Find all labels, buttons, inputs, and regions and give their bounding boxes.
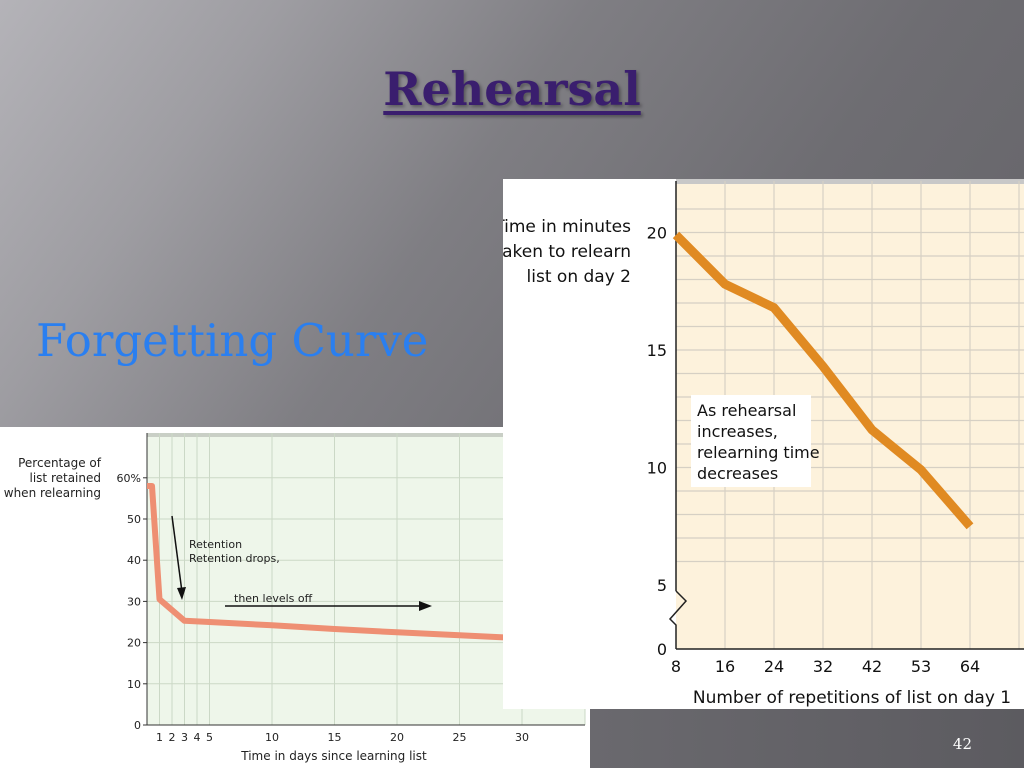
forgetting-curve-chart: 0 10 20 30 40 50 60% 1 2 3 4 5 10 15 20 25 30 Percentag… bbox=[0, 427, 590, 768]
rehearsal-y-tick-label: 10 bbox=[647, 459, 667, 478]
forgetting-ylabel-line-2: list retained bbox=[30, 471, 102, 485]
rehearsal-annotation-line-1: As rehearsal bbox=[697, 401, 796, 420]
rehearsal-x-tick-label: 64 bbox=[960, 657, 980, 676]
forgetting-x-tick-label: 25 bbox=[453, 731, 467, 744]
forgetting-x-tick-label: 2 bbox=[169, 731, 176, 744]
rehearsal-xlabel: Number of repetitions of list on day 1 bbox=[693, 688, 1011, 708]
rehearsal-chart: 0 5 10 15 20 8 16 24 32 42 53 64 Time in minutes t… bbox=[503, 179, 1024, 709]
rehearsal-y-tick-label: 20 bbox=[647, 224, 667, 243]
rehearsal-y-tick-label: 15 bbox=[647, 341, 667, 360]
rehearsal-annotation-line-4: decreases bbox=[697, 464, 778, 483]
rehearsal-x-tick-label: 53 bbox=[911, 657, 931, 676]
forgetting-annotation-drops-1: Retention bbox=[189, 538, 242, 551]
rehearsal-series-line bbox=[672, 231, 974, 530]
rehearsal-axis-break bbox=[668, 590, 688, 649]
rehearsal-x-ticks: 8 16 24 32 42 53 64 bbox=[671, 657, 980, 676]
forgetting-y-tick-label: 10 bbox=[127, 678, 141, 691]
rehearsal-ylabel-line-1: Time in minutes bbox=[503, 217, 631, 237]
forgetting-annotation-drops-2: Retention drops, bbox=[189, 552, 280, 565]
forgetting-y-tick-label: 20 bbox=[127, 637, 141, 650]
slide-subtitle: Forgetting Curve bbox=[36, 314, 429, 367]
forgetting-x-ticks: 1 2 3 4 5 10 15 20 25 30 bbox=[156, 731, 529, 744]
forgetting-annotation-drops-arrow bbox=[171, 515, 183, 593]
rehearsal-svg: 0 5 10 15 20 8 16 24 32 42 53 64 Time in minutes t… bbox=[503, 179, 1024, 708]
forgetting-x-tick-label: 3 bbox=[181, 731, 188, 744]
forgetting-ylabel-line-3: when relearning bbox=[4, 486, 101, 500]
forgetting-annotation-levels: then levels off bbox=[234, 592, 313, 605]
rehearsal-y-tick-label: 0 bbox=[657, 640, 667, 659]
rehearsal-ylabel-line-2: taken to relearn bbox=[503, 242, 631, 262]
forgetting-plot-top-border bbox=[147, 433, 585, 437]
rehearsal-x-tick-label: 8 bbox=[671, 657, 681, 676]
forgetting-annotation-levels-arrowhead bbox=[419, 601, 432, 611]
page-number: 42 bbox=[952, 735, 972, 753]
forgetting-y-ticks: 0 10 20 30 40 50 60% bbox=[117, 472, 147, 732]
rehearsal-x-tick-label: 16 bbox=[715, 657, 735, 676]
forgetting-x-tick-label: 30 bbox=[515, 731, 529, 744]
forgetting-x-tick-label: 20 bbox=[390, 731, 404, 744]
forgetting-x-tick-label: 1 bbox=[156, 731, 163, 744]
rehearsal-x-tick-label: 42 bbox=[862, 657, 882, 676]
forgetting-x-tick-label: 5 bbox=[206, 731, 213, 744]
forgetting-ylabel-line-1: Percentage of bbox=[18, 456, 102, 470]
forgetting-y-tick-label: 30 bbox=[127, 595, 141, 608]
rehearsal-annotation-box bbox=[691, 395, 811, 487]
rehearsal-x-tick-label: 32 bbox=[813, 657, 833, 676]
slide-title: Rehearsal bbox=[383, 62, 641, 116]
rehearsal-annotation-line-2: increases, bbox=[697, 422, 778, 441]
rehearsal-x-tick-label: 24 bbox=[764, 657, 784, 676]
forgetting-y-tick-label: 0 bbox=[134, 719, 141, 732]
forgetting-xlabel: Time in days since learning list bbox=[240, 749, 427, 763]
forgetting-annotation-drops-arrowhead bbox=[177, 587, 186, 600]
forgetting-y-tick-label: 60% bbox=[117, 472, 141, 485]
forgetting-x-tick-label: 4 bbox=[194, 731, 201, 744]
rehearsal-annotation-line-3: relearning time bbox=[697, 443, 820, 462]
rehearsal-y-tick-label: 5 bbox=[657, 576, 667, 595]
forgetting-x-tick-label: 10 bbox=[265, 731, 279, 744]
rehearsal-y-ticks: 0 5 10 15 20 bbox=[647, 224, 667, 660]
footer-bar: 42 bbox=[590, 709, 1024, 768]
forgetting-curve-series-line bbox=[147, 483, 510, 641]
forgetting-y-tick-label: 40 bbox=[127, 554, 141, 567]
forgetting-curve-svg: 0 10 20 30 40 50 60% 1 2 3 4 5 10 15 20 25 30 Percentag… bbox=[4, 433, 586, 763]
rehearsal-ylabel-line-3: list on day 2 bbox=[527, 267, 631, 287]
forgetting-y-tick-label: 50 bbox=[127, 513, 141, 526]
forgetting-x-tick-label: 15 bbox=[328, 731, 342, 744]
rehearsal-plot-top-border bbox=[676, 179, 1024, 184]
